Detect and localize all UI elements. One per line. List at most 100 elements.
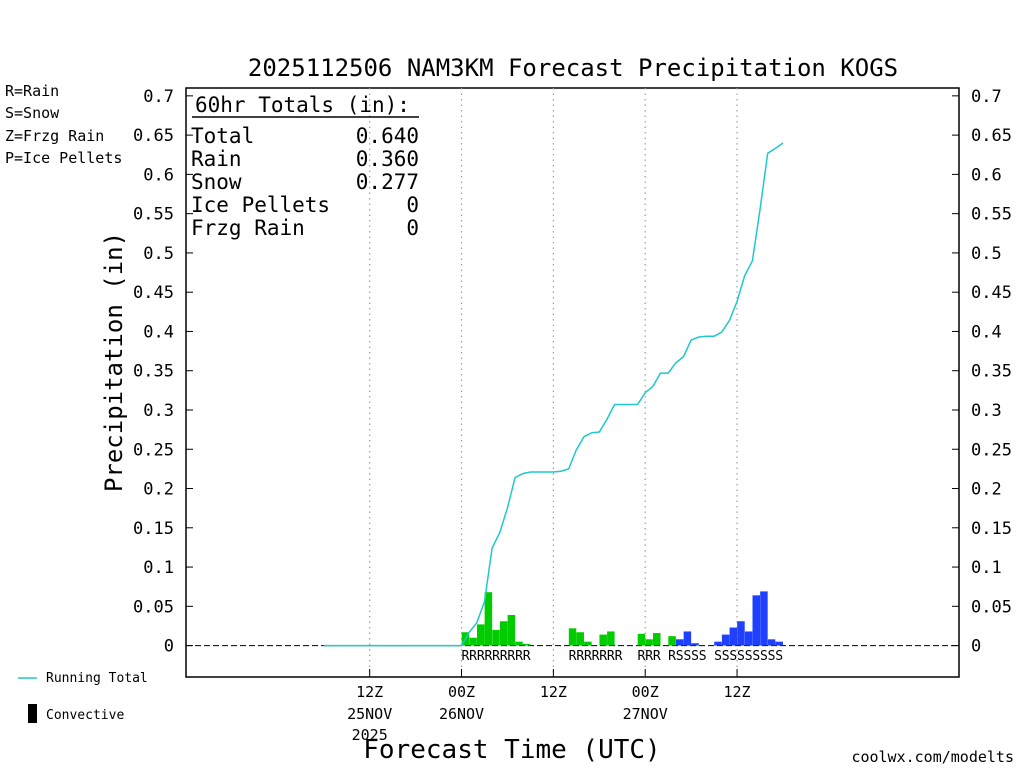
ptype-label: S xyxy=(745,649,753,664)
y-axis-left: 0 0.05 0.1 0.15 0.2 0.25 0.3 0.35 0.4 0.45 0.5 0.55… xyxy=(133,87,193,657)
x-tick-label: 12Z xyxy=(356,683,383,701)
y-tick-label: 0.35 xyxy=(133,362,174,382)
ptype-label: R xyxy=(607,649,615,664)
totals-value-snow: 0.277 xyxy=(356,170,419,194)
precip-bar xyxy=(499,621,508,646)
ptype-label: R xyxy=(668,649,676,664)
running-total-legend-label: Running Total xyxy=(46,671,148,686)
totals-box: 60hr Totals (in): Total 0.640 Rain 0.360… xyxy=(191,93,419,240)
precip-bar xyxy=(637,633,646,646)
totals-label-rain: Rain xyxy=(191,147,242,171)
y-tick-label-right: 0.1 xyxy=(971,558,1002,578)
y-tick-label-right: 0.6 xyxy=(971,165,1002,185)
precip-bar xyxy=(507,614,516,646)
credit-text: coolwx.com/modelts xyxy=(851,748,1014,766)
y-tick-label: 0.65 xyxy=(133,126,174,146)
totals-label-snow: Snow xyxy=(191,170,242,194)
ptype-label: R xyxy=(500,649,508,664)
y-tick-label-right: 0.15 xyxy=(971,519,1012,539)
y-tick-label-right: 0.55 xyxy=(971,205,1012,225)
precip-bar xyxy=(767,639,776,646)
y-tick-label: 0.4 xyxy=(143,322,174,342)
totals-heading: 60hr Totals (in): xyxy=(195,93,410,117)
convective-legend-swatch xyxy=(28,704,37,723)
x-tick-date: 26NOV xyxy=(439,705,484,723)
ptype-label: R xyxy=(638,649,646,664)
legend-snow: S=Snow xyxy=(5,104,60,122)
y-tick-label: 0.45 xyxy=(133,283,174,303)
ptype-label: R xyxy=(523,649,531,664)
ptype-label: S xyxy=(752,649,760,664)
precip-bar xyxy=(515,641,523,646)
ptype-label: S xyxy=(676,649,684,664)
running-total-line xyxy=(323,142,784,647)
y-tick-label: 0.25 xyxy=(133,440,174,460)
totals-value-ice-pellets: 0 xyxy=(406,193,419,217)
precip-bar xyxy=(599,634,607,646)
y-tick-label: 0 xyxy=(164,637,174,657)
ptype-label: S xyxy=(691,649,699,664)
x-tick-date: 25NOV xyxy=(347,705,392,723)
ptype-label: S xyxy=(683,649,691,664)
y-tick-label: 0.15 xyxy=(133,519,174,539)
ptype-label: R xyxy=(492,649,500,664)
ptype-label: R xyxy=(477,649,485,664)
precip-bar xyxy=(576,632,584,646)
precip-bar xyxy=(653,633,661,646)
precip-bar xyxy=(775,641,783,646)
precip-bar xyxy=(607,631,615,646)
precip-bar xyxy=(522,644,531,646)
precip-bar xyxy=(721,634,730,646)
plot-frame xyxy=(185,87,960,678)
x-tick-year: 2025 xyxy=(352,726,388,744)
y-tick-label-right: 0.25 xyxy=(971,440,1012,460)
y-tick-label: 0.7 xyxy=(143,87,174,107)
ptype-label: R xyxy=(515,649,523,664)
y-tick-label-right: 0.3 xyxy=(971,401,1002,421)
y-tick-label-right: 0.4 xyxy=(971,322,1002,342)
chart-title: 2025112506 NAM3KM Forecast Precipitation… xyxy=(248,54,898,82)
y-axis-label: Precipitation (in) xyxy=(100,232,128,492)
x-axis: 12Z 25NOV 2025 00Z 26NOV 12Z 00Z 27NOV 12Z xyxy=(347,669,751,744)
y-tick-label: 0.2 xyxy=(143,480,174,500)
totals-value-frzg-rain: 0 xyxy=(406,216,419,240)
y-tick-label-right: 0 xyxy=(971,637,981,657)
ptype-label: R xyxy=(599,649,607,664)
y-tick-label-right: 0.35 xyxy=(971,362,1012,382)
y-tick-label-right: 0.5 xyxy=(971,244,1002,264)
ptype-label: S xyxy=(699,649,707,664)
totals-label-total: Total xyxy=(191,124,254,148)
y-axis-right: 0 0.05 0.1 0.15 0.2 0.25 0.3 0.35 0.4 0.45 0.5 0.55… xyxy=(952,87,1012,657)
ptype-legend: R=Rain S=Snow Z=Frzg Rain P=Ice Pellets xyxy=(5,82,122,167)
ptype-label: S xyxy=(714,649,722,664)
precip-bar xyxy=(714,641,722,646)
precip-bar xyxy=(469,637,477,646)
y-tick-label: 0.3 xyxy=(143,401,174,421)
totals-value-total: 0.640 xyxy=(356,124,419,148)
precip-bar xyxy=(476,624,485,646)
totals-label-frzg-rain: Frzg Rain xyxy=(191,216,305,240)
precip-bar xyxy=(752,595,761,646)
precip-bar xyxy=(691,643,699,646)
ptype-label: R xyxy=(484,649,492,664)
precip-bar xyxy=(675,639,684,646)
precip-bars xyxy=(461,591,783,646)
precip-bar xyxy=(668,636,676,646)
ptype-label: R xyxy=(569,649,577,664)
y-tick-label-right: 0.45 xyxy=(971,283,1012,303)
y-tick-label: 0.55 xyxy=(133,205,174,225)
y-tick-label-right: 0.2 xyxy=(971,480,1002,500)
legend-ice-pellets: P=Ice Pellets xyxy=(5,149,122,167)
precip-bar xyxy=(568,628,577,646)
ptype-label: R xyxy=(469,649,477,664)
x-tick-label: 12Z xyxy=(724,683,751,701)
ptype-label: S xyxy=(760,649,768,664)
ptype-label: S xyxy=(768,649,776,664)
grid-lines xyxy=(369,88,738,677)
precip-bar xyxy=(744,631,753,646)
y-tick-label-right: 0.7 xyxy=(971,87,1002,107)
legend-rain: R=Rain xyxy=(5,82,59,100)
y-tick-label-right: 0.05 xyxy=(971,597,1012,617)
ptype-label: S xyxy=(775,649,783,664)
